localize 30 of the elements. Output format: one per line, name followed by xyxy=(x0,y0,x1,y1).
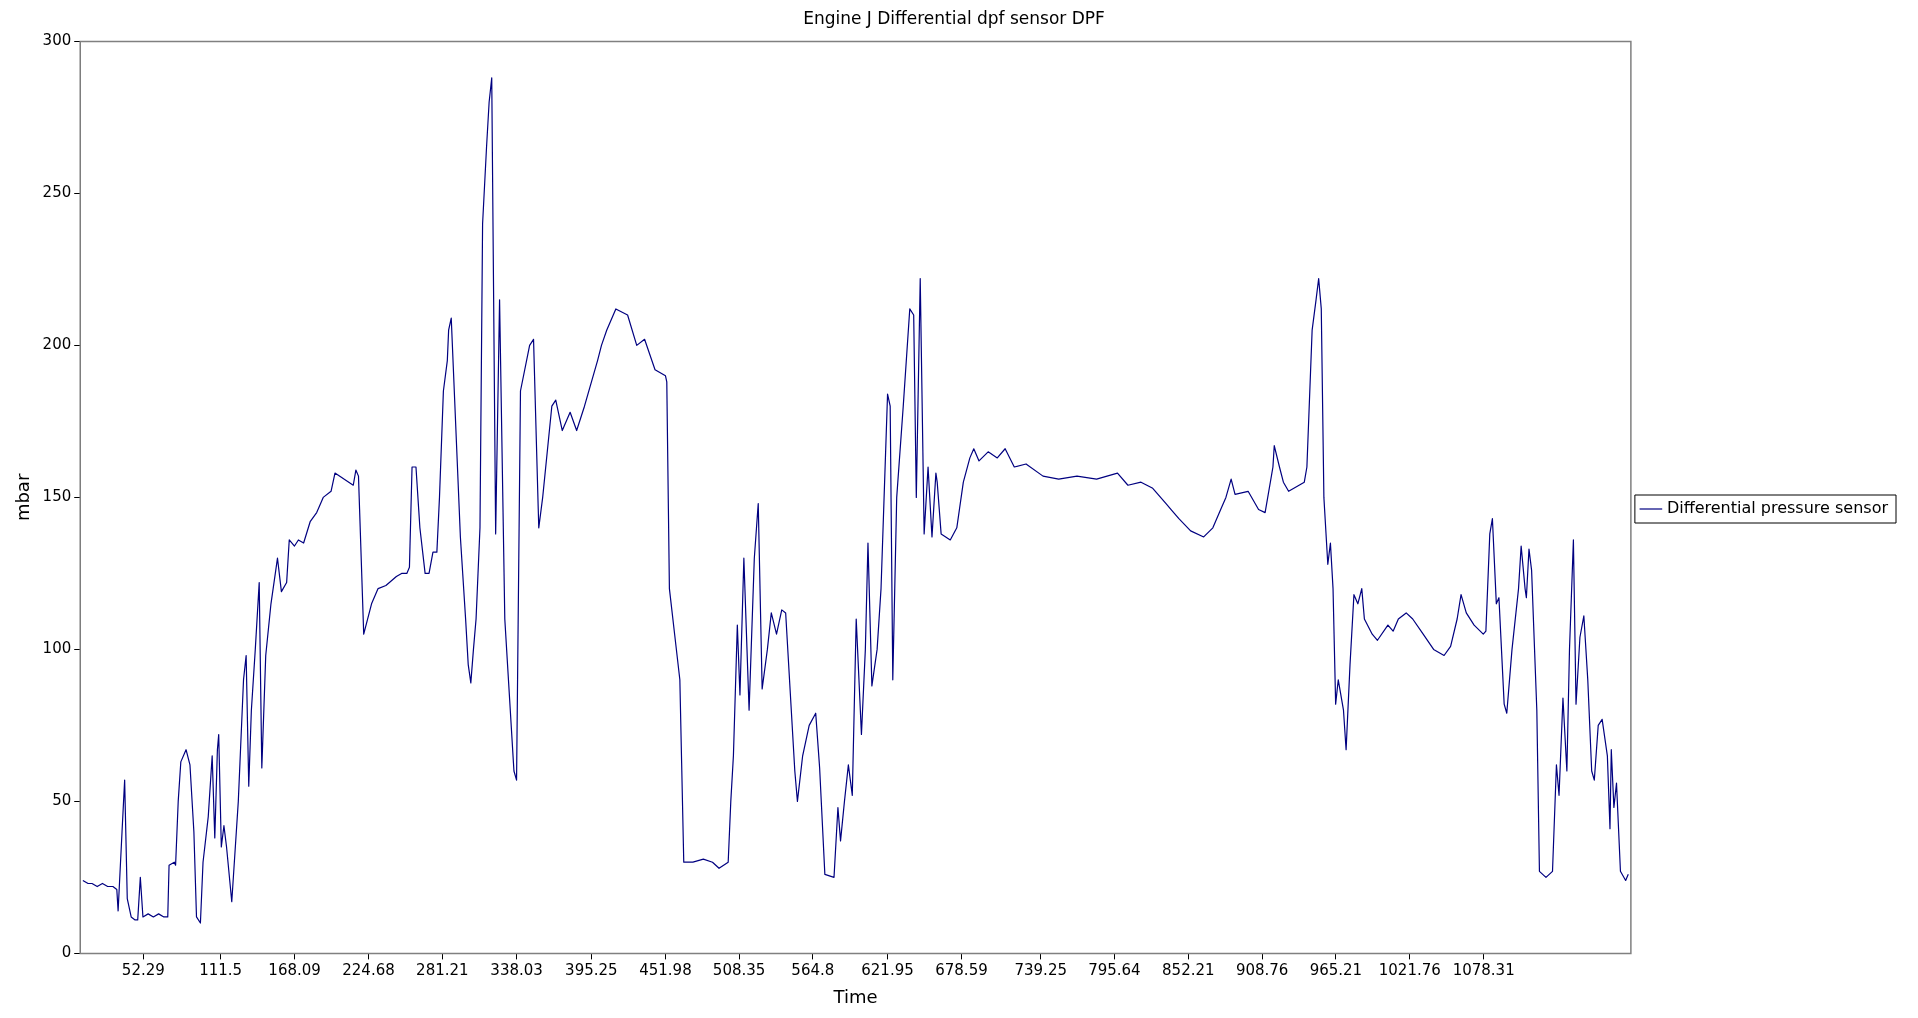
y-tick-label: 250 xyxy=(42,183,72,202)
x-tick-label: 1021.76 xyxy=(1378,961,1441,980)
x-tick-label: 1078.31 xyxy=(1452,961,1515,980)
y-tick-label: 300 xyxy=(42,31,72,50)
x-tick-label: 795.64 xyxy=(1088,961,1141,980)
x-tick-label: 508.35 xyxy=(712,961,766,980)
x-tick-label: 281.21 xyxy=(416,961,469,980)
y-tick-label: 200 xyxy=(42,335,72,354)
y-tick-label: 0 xyxy=(61,943,72,962)
x-tick-label: 224.68 xyxy=(342,961,395,980)
x-tick-label: 451.98 xyxy=(639,961,692,980)
x-tick-label: 338.03 xyxy=(490,961,543,980)
x-tick-label: 564.8 xyxy=(791,961,835,980)
x-tick-label: 52.29 xyxy=(121,961,165,980)
y-tick-label: 100 xyxy=(42,639,72,658)
x-tick-label: 395.25 xyxy=(565,961,618,980)
legend-label: Differential pressure sensor xyxy=(1666,498,1889,518)
x-tick-label: 111.5 xyxy=(199,961,243,980)
y-tick-label: 50 xyxy=(52,791,72,810)
x-tick-label: 908.76 xyxy=(1235,961,1289,980)
x-axis-title: Time xyxy=(832,985,878,1007)
chart-title: Engine J Differential dpf sensor DPF xyxy=(803,7,1105,28)
y-axis-title: mbar xyxy=(12,473,34,522)
x-tick-label: 168.09 xyxy=(268,961,321,980)
x-tick-label: 965.21 xyxy=(1309,961,1363,980)
x-tick-label: 739.25 xyxy=(1014,961,1067,980)
x-tick-label: 621.95 xyxy=(861,961,914,980)
x-tick-label: 852.21 xyxy=(1162,961,1215,980)
x-tick-label: 678.59 xyxy=(935,961,988,980)
y-tick-label: 150 xyxy=(42,487,72,506)
